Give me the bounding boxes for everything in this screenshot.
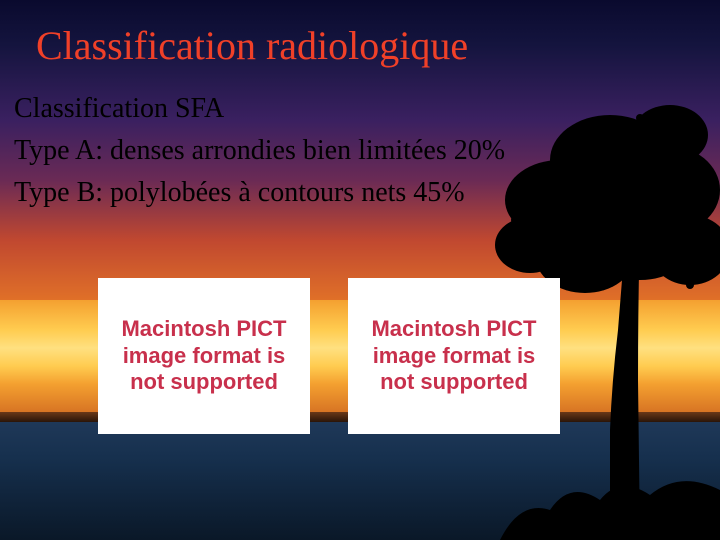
body-line-2: Type A: denses arrondies bien limitées 2… [0, 127, 720, 169]
placeholder-text: Macintosh PICT image format is not suppo… [358, 316, 550, 396]
slide-content: Classification radiologique Classificati… [0, 0, 720, 540]
body-line-1: Classification SFA [0, 69, 720, 127]
image-placeholder-2: Macintosh PICT image format is not suppo… [348, 278, 560, 434]
image-placeholder-row: Macintosh PICT image format is not suppo… [0, 278, 720, 434]
placeholder-text: Macintosh PICT image format is not suppo… [108, 316, 300, 396]
body-line-3: Type B: polylobées à contours nets 45% [0, 169, 720, 211]
image-placeholder-1: Macintosh PICT image format is not suppo… [98, 278, 310, 434]
slide-title: Classification radiologique [0, 0, 720, 69]
